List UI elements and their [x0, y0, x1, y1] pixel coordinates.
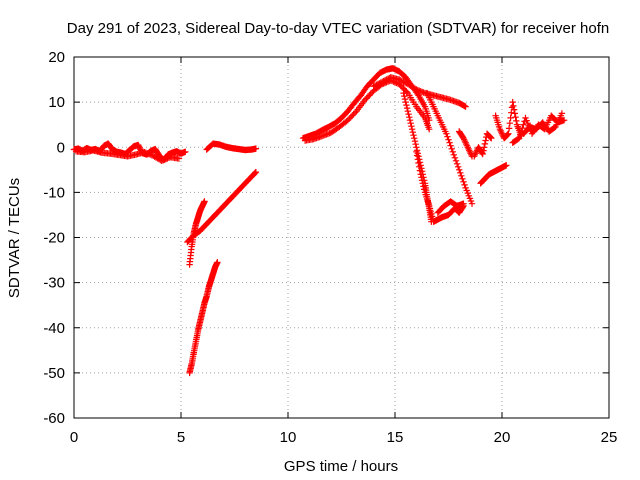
data-point-markers — [299, 65, 433, 142]
y-tick-label: -30 — [43, 275, 65, 292]
data-point-markers — [477, 162, 510, 187]
y-tick-label: -10 — [43, 184, 65, 201]
data-point-markers — [434, 198, 467, 216]
grid — [74, 57, 609, 418]
data-points — [70, 65, 568, 377]
y-tick-label: -20 — [43, 230, 65, 247]
series-seg-n — [456, 128, 476, 160]
chart-title: Day 291 of 2023, Sidereal Day-to-day VTE… — [67, 20, 609, 37]
data-point-markers — [520, 110, 566, 137]
y-axis-label: SDTVAR / TECUs — [6, 178, 23, 298]
data-point-markers — [413, 148, 467, 225]
y-tick-label: -50 — [43, 365, 65, 382]
series-seg-d — [184, 168, 260, 246]
x-axis-label: GPS time / hours — [284, 458, 398, 475]
data-point-markers — [186, 259, 221, 377]
series-seg-i — [370, 74, 469, 110]
series-seg-k — [413, 148, 467, 225]
x-tick-label: 25 — [601, 429, 618, 446]
data-point-markers — [203, 140, 260, 154]
y-axis-ticks: 20 10 0 -10 -20 -30 -40 -50 -60 — [43, 49, 609, 427]
series-seg-c — [203, 140, 260, 154]
series-seg-o — [471, 130, 495, 160]
data-point-markers — [492, 98, 525, 142]
x-tick-label: 10 — [280, 429, 297, 446]
data-point-markers — [456, 128, 476, 160]
y-tick-label: 20 — [48, 49, 65, 66]
series-seg-f — [186, 259, 221, 377]
series-seg-q — [492, 98, 525, 142]
data-point-markers — [370, 74, 469, 110]
data-point-markers — [184, 168, 260, 246]
data-point-markers — [471, 130, 495, 160]
y-tick-label: -60 — [43, 410, 65, 427]
series-seg-p — [477, 162, 510, 187]
series-seg-e — [186, 198, 208, 268]
x-tick-label: 20 — [494, 429, 511, 446]
series-seg-l — [423, 89, 476, 207]
y-tick-label: -40 — [43, 320, 65, 337]
x-tick-label: 15 — [387, 429, 404, 446]
x-tick-label: 0 — [70, 429, 78, 446]
x-tick-label: 5 — [177, 429, 185, 446]
x-axis-ticks: 0 5 10 15 20 25 — [70, 57, 618, 446]
series-seg-b — [72, 147, 183, 164]
data-point-markers — [423, 89, 476, 207]
data-point-markers — [72, 147, 183, 164]
y-tick-label: 10 — [48, 94, 65, 111]
y-tick-label: 0 — [57, 139, 65, 156]
series-seg-m — [434, 198, 467, 216]
series-seg-s — [520, 110, 566, 137]
data-point-markers — [186, 198, 208, 268]
series-seg-g — [299, 65, 433, 142]
